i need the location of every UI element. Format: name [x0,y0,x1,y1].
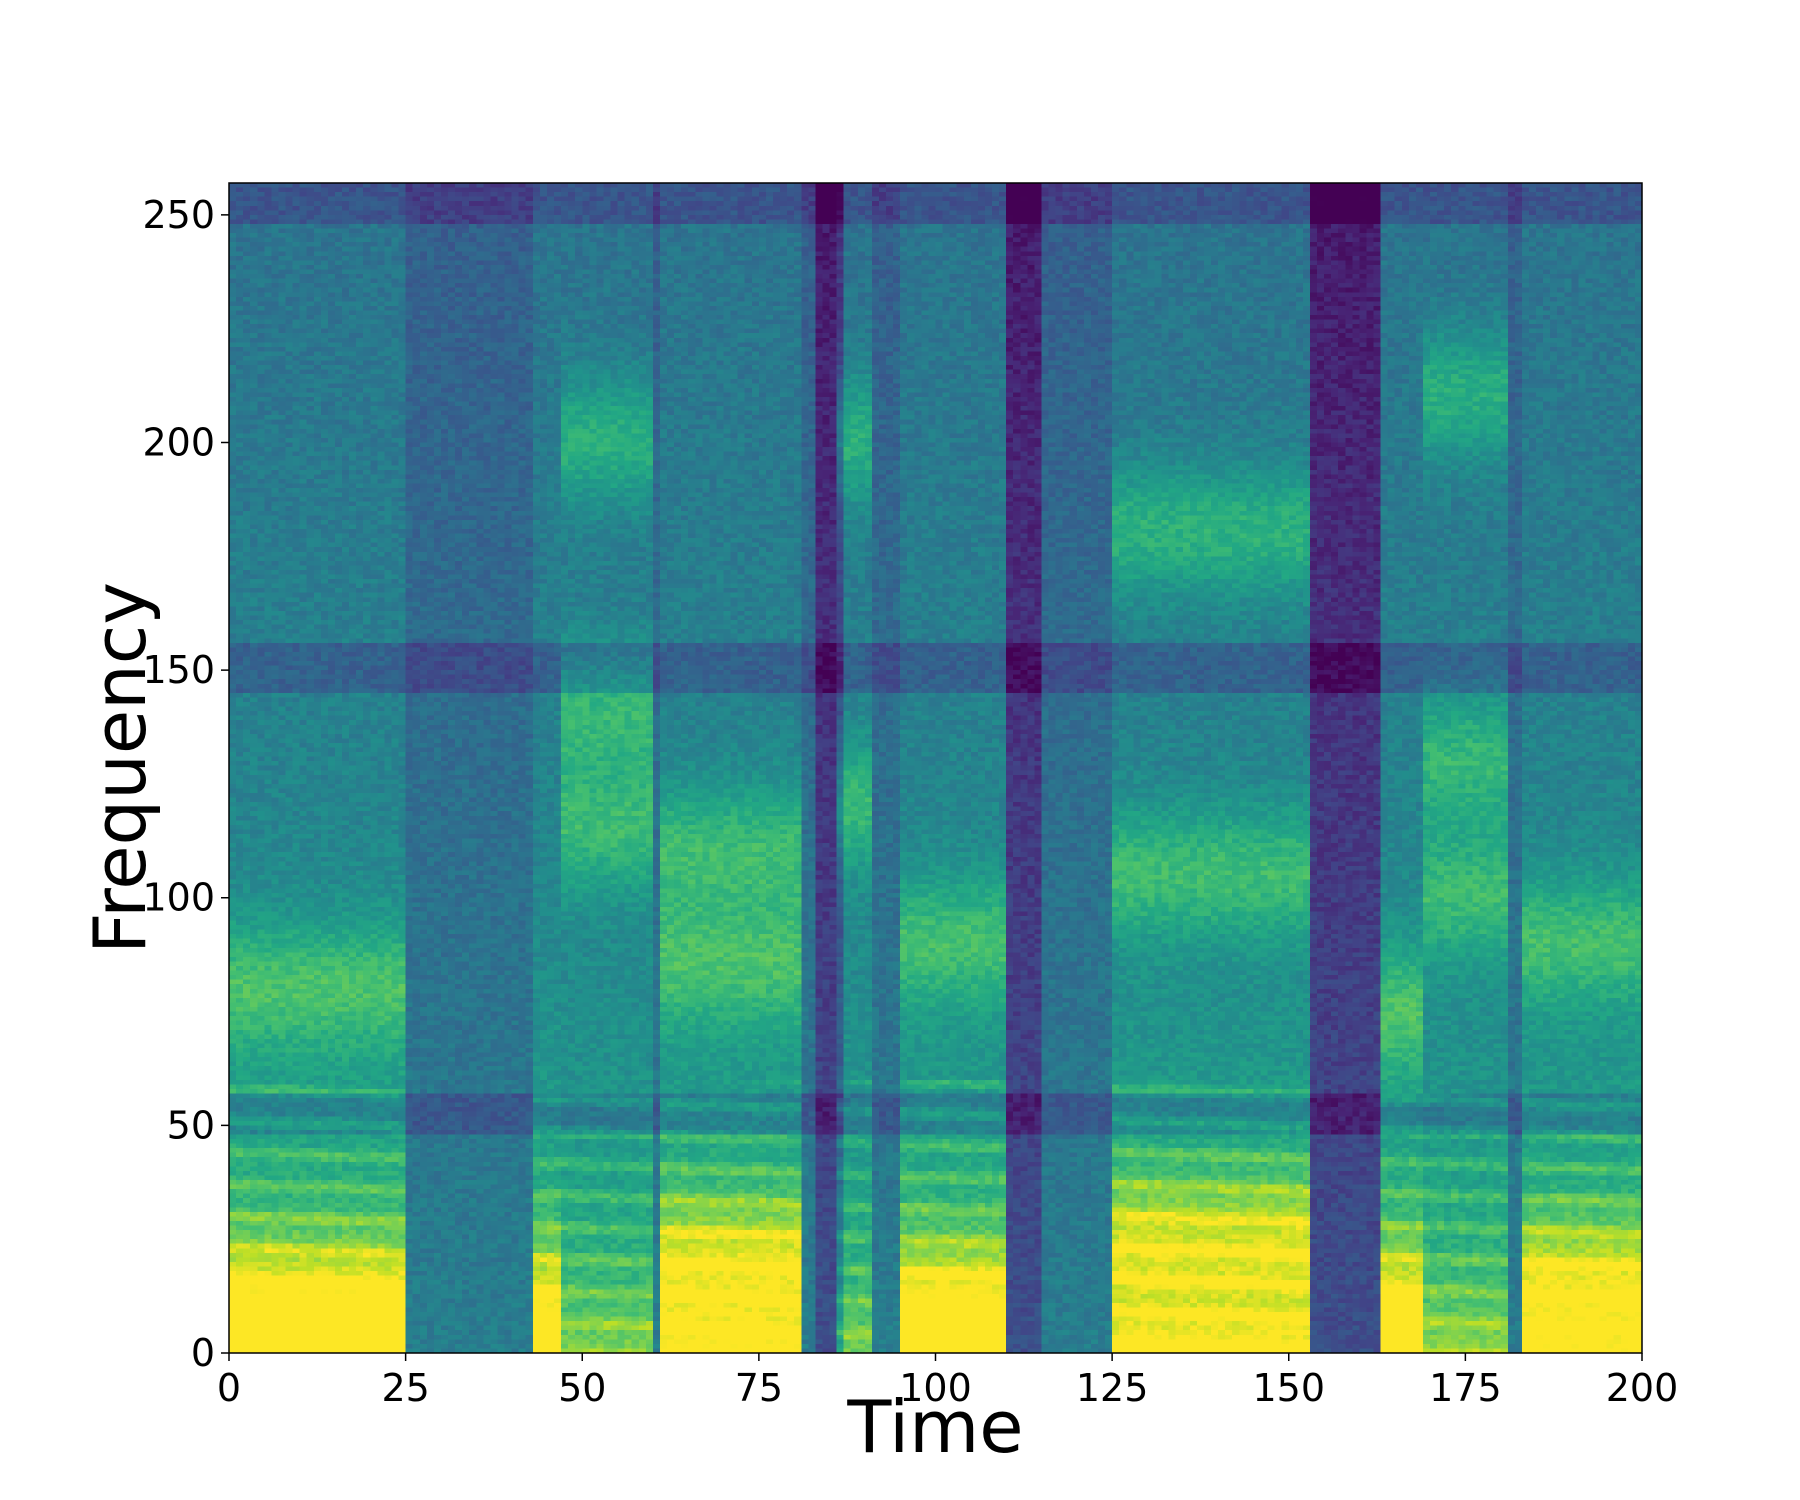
x-tick-label: 50 [558,1366,606,1410]
x-tick-label: 150 [1252,1366,1325,1410]
y-tick-label: 250 [142,193,215,237]
x-axis-title: Time [846,1385,1023,1469]
y-axis-title: Frequency [78,582,162,954]
x-tick-label: 25 [381,1366,429,1410]
y-tick-label: 200 [142,420,215,464]
y-tick-label: 0 [191,1331,215,1375]
spectrogram-heatmap [229,183,1642,1353]
x-tick-label: 75 [735,1366,783,1410]
x-tick-label: 125 [1076,1366,1149,1410]
x-tick-label: 100 [899,1366,972,1410]
heatmap-cells [229,183,1642,1353]
x-axis: 0 25 50 75 100 125 150 175 200 [217,1353,1678,1410]
y-tick-label: 100 [142,876,215,920]
y-tick-label: 150 [142,648,215,692]
x-tick-label: 200 [1606,1366,1679,1410]
y-tick-label: 50 [167,1103,215,1147]
y-axis: 0 50 100 150 200 250 [142,193,229,1375]
x-tick-label: 0 [217,1366,241,1410]
x-tick-label: 175 [1429,1366,1502,1410]
